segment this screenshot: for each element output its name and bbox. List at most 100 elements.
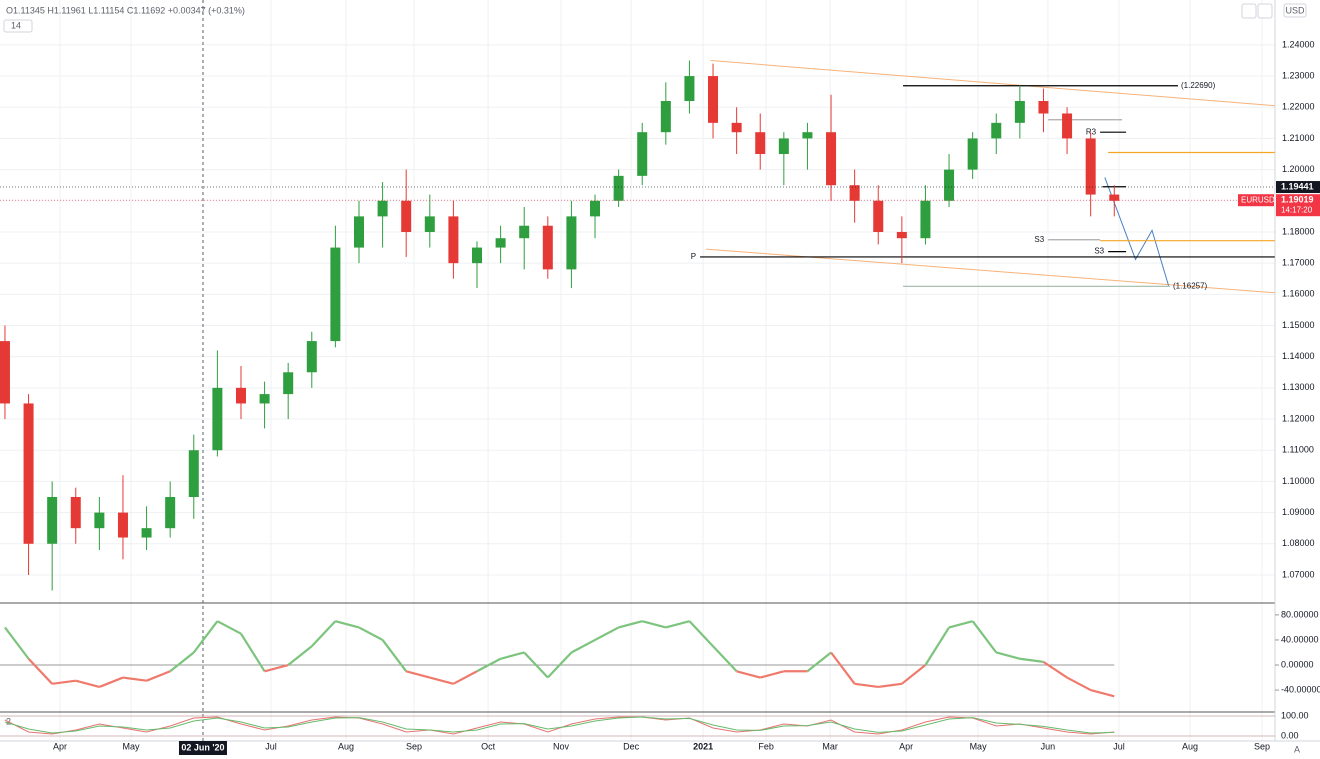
trend-line xyxy=(710,59,1275,107)
osc-segment xyxy=(27,657,53,685)
candle-body xyxy=(47,496,58,544)
countdown: 14:17:20 xyxy=(1281,205,1313,214)
candle-body xyxy=(377,200,388,217)
candle-body xyxy=(1014,101,1025,123)
candle-body xyxy=(967,138,978,170)
osc-segment xyxy=(4,626,30,660)
osc-segment xyxy=(405,670,431,679)
candle-body xyxy=(873,200,884,232)
osc-segment xyxy=(971,620,998,654)
osc-segment xyxy=(500,651,525,660)
y-tick-label: 1.24000 xyxy=(1282,39,1315,49)
stoch-tick-label: 100.00 xyxy=(1281,710,1309,720)
x-tick-label: May xyxy=(970,741,988,751)
candle-body xyxy=(353,216,364,248)
candle-body xyxy=(0,341,10,404)
candle-body xyxy=(117,512,128,538)
level-label: (1.16257) xyxy=(1173,281,1208,290)
osc-tick-label: -40.00000 xyxy=(1281,684,1320,694)
y-tick-label: 1.10000 xyxy=(1282,476,1315,486)
stoch-tick-label: 0.00 xyxy=(1281,730,1299,740)
scroll-button[interactable] xyxy=(1241,3,1257,19)
candle-body xyxy=(920,200,931,239)
candle-body xyxy=(306,341,317,373)
candle-body xyxy=(188,450,199,497)
candle-body xyxy=(330,247,341,342)
y-tick-label: 1.14000 xyxy=(1282,351,1315,361)
y-tick-label: 1.13000 xyxy=(1282,382,1315,392)
candle-body xyxy=(495,238,506,248)
x-tick-label: Jun xyxy=(1041,741,1056,751)
currency[interactable]: USD xyxy=(1285,5,1305,15)
price-tag: 1.19019 xyxy=(1281,195,1314,205)
ohlc-legend: O1.11345 H1.11961 L1.11154 C1.11692 +0.0… xyxy=(6,5,245,15)
level-label: S3 xyxy=(1034,235,1044,244)
x-tick-label: Apr xyxy=(53,741,67,751)
osc-segment xyxy=(169,651,195,673)
osc-segment xyxy=(759,670,785,679)
crosshair-label-bg xyxy=(178,741,227,755)
x-tick-label: Aug xyxy=(1182,741,1198,751)
osc-segment xyxy=(854,682,879,689)
y-tick-label: 1.16000 xyxy=(1282,289,1315,299)
osc-segment xyxy=(547,651,573,679)
candle-body xyxy=(542,225,553,270)
osc-segment xyxy=(98,676,124,688)
osc-segment xyxy=(688,620,714,647)
x-tick-label: Dec xyxy=(623,741,640,751)
osc-segment xyxy=(948,620,973,629)
y-tick-label: 1.18000 xyxy=(1282,226,1315,236)
x-tick-label: Oct xyxy=(481,741,496,751)
indicator-length[interactable]: 14 xyxy=(11,20,21,30)
x-tick-label: 2021 xyxy=(693,741,713,751)
y-tick-label: 1.12000 xyxy=(1282,413,1315,423)
y-tick-label: 1.11000 xyxy=(1282,445,1314,455)
level-label: R3 xyxy=(1086,127,1097,136)
osc-segment xyxy=(192,620,219,654)
candle-body xyxy=(826,132,837,186)
y-tick-label: 1.07000 xyxy=(1282,569,1315,579)
osc-segment xyxy=(52,679,76,685)
candle-body xyxy=(212,387,223,451)
candle-body xyxy=(23,403,34,544)
symbol-tag: EURUSD xyxy=(1241,195,1275,204)
x-tick-label: Feb xyxy=(758,741,774,751)
candle-body xyxy=(519,225,530,239)
indicator-box[interactable] xyxy=(3,19,33,33)
osc-segment xyxy=(310,620,337,647)
price-tag-bg xyxy=(1276,181,1320,194)
x-tick-label: Jul xyxy=(1113,741,1125,751)
osc-segment xyxy=(641,620,667,629)
candle-body xyxy=(755,132,766,155)
osc-segment xyxy=(476,657,502,673)
candle-body xyxy=(1038,101,1049,114)
osc-segment xyxy=(1042,660,1068,679)
candle-body xyxy=(235,387,246,404)
osc-tick-label: 40.00000 xyxy=(1281,634,1319,644)
candle-body xyxy=(660,101,671,133)
x-tick-label: May xyxy=(122,741,140,751)
auto-scale[interactable]: A xyxy=(1294,744,1300,754)
osc-segment xyxy=(878,682,902,689)
osc-tick-label: 80.00000 xyxy=(1281,609,1319,619)
osc-segment xyxy=(335,620,360,629)
osc-segment xyxy=(216,620,242,635)
candle-body xyxy=(94,512,105,529)
candle-body xyxy=(141,528,152,538)
osc-segment xyxy=(830,651,856,685)
candle-body xyxy=(448,216,459,264)
candle-body xyxy=(684,76,695,102)
fullscreen-button[interactable] xyxy=(1257,3,1273,19)
currency-button[interactable] xyxy=(1283,3,1307,18)
osc-segment xyxy=(1019,657,1044,663)
candle-body xyxy=(708,76,719,123)
trend-line xyxy=(1104,177,1170,286)
osc-segment xyxy=(122,676,147,682)
y-tick-label: 1.08000 xyxy=(1282,538,1315,548)
candle-body xyxy=(70,496,81,529)
osc-segment xyxy=(570,638,596,654)
price-tag: 1.19441 xyxy=(1281,181,1314,191)
y-tick-label: 1.22000 xyxy=(1282,102,1315,112)
